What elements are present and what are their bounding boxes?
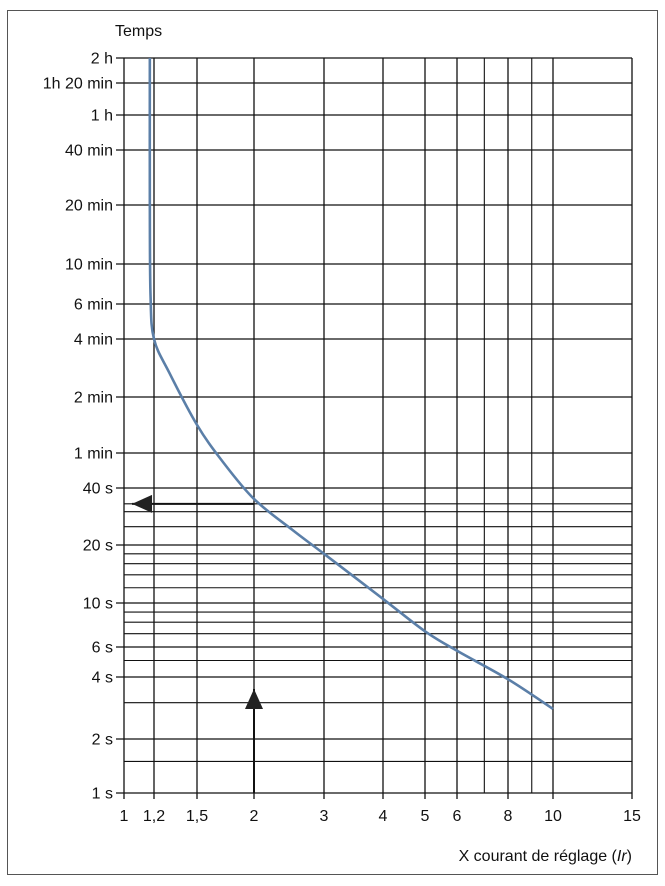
y-tick-label: 6 s <box>92 640 113 657</box>
y-tick-label: 1 s <box>92 786 113 803</box>
y-tick-label: 2 s <box>92 732 113 749</box>
arrowhead-icon <box>132 494 153 513</box>
y-tick-label: 40 min <box>65 143 113 160</box>
y-tick-label: 4 min <box>74 332 113 349</box>
x-tick-label: 1,2 <box>143 808 165 825</box>
y-tick-label: 20 min <box>65 198 113 215</box>
y-tick-label: 6 min <box>74 297 113 314</box>
x-tick-label: 2 <box>250 808 259 825</box>
grid <box>116 57 633 799</box>
x-tick-label: 4 <box>379 808 388 825</box>
annotations <box>132 494 263 793</box>
y-tick-label: 1h 20 min <box>43 76 113 93</box>
chart-frame <box>7 10 658 875</box>
x-tick-label: 15 <box>623 808 641 825</box>
y-tick-label: 10 s <box>83 596 113 613</box>
y-tick-label: 10 min <box>65 257 113 274</box>
y-tick-label: 20 s <box>83 538 113 555</box>
arrowhead-icon <box>245 688 263 709</box>
x-tick-label: 3 <box>320 808 329 825</box>
x-tick-label: 5 <box>421 808 430 825</box>
x-tick-label: 1,5 <box>186 808 208 825</box>
y-tick-label: 2 min <box>74 390 113 407</box>
y-tick-label: 2 h <box>91 51 113 68</box>
x-tick-label: 8 <box>504 808 513 825</box>
y-axis-title: Temps <box>115 23 162 40</box>
tick-labels: 1 1,2 1,5 2 3 4 5 6 8 10 15 2 h 1h 20 min 1 h 40 min 20… <box>43 51 641 826</box>
x-axis-title: X courant de réglage (Ir) <box>459 848 632 865</box>
x-tick-label: 6 <box>453 808 462 825</box>
tripping-curve <box>148 57 554 710</box>
y-tick-label: 1 h <box>91 108 113 125</box>
x-tick-label: 1 <box>120 808 129 825</box>
y-tick-label: 1 min <box>74 446 113 463</box>
curve-group <box>148 57 554 710</box>
x-tick-label: 10 <box>544 808 562 825</box>
y-tick-label: 40 s <box>83 481 113 498</box>
y-tick-label: 4 s <box>92 670 113 687</box>
